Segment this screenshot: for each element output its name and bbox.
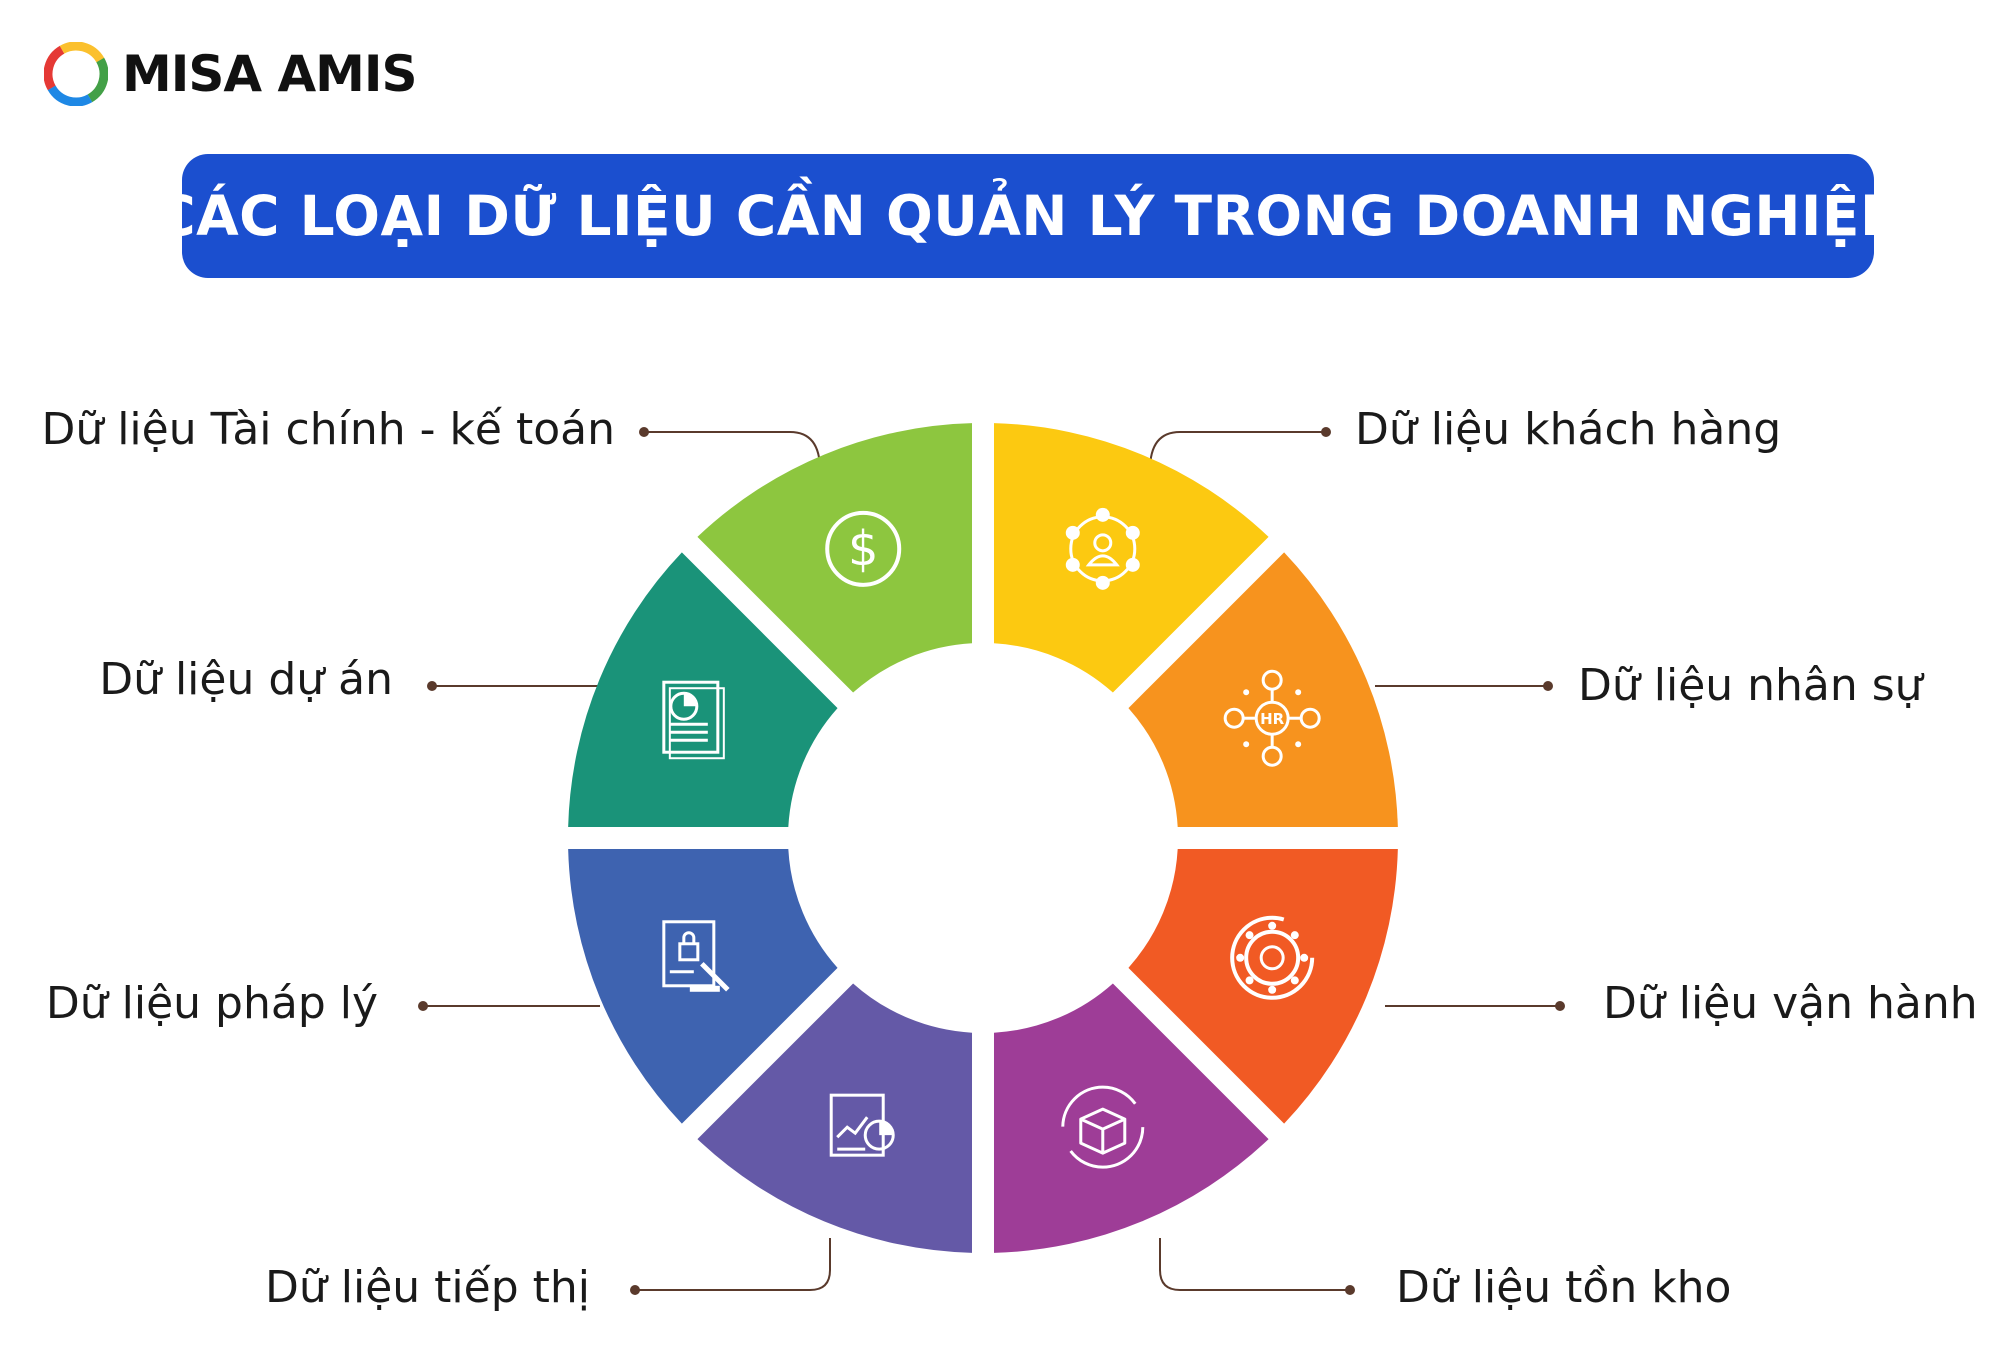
leader-dot bbox=[1321, 427, 1331, 437]
segment-label: Dữ liệu Tài chính - kế toán bbox=[41, 404, 615, 455]
gear-cycle-icon bbox=[1230, 915, 1315, 1000]
leader-dot bbox=[418, 1001, 428, 1011]
segment-icons: $ HR bbox=[662, 507, 1321, 1169]
page-title: CÁC LOẠI DỮ LIỆU CẦN QUẢN LÝ TRONG DOANH… bbox=[155, 184, 1901, 248]
customer-network-icon bbox=[1065, 507, 1140, 590]
leader-line bbox=[644, 431, 821, 471]
misa-logo-icon bbox=[44, 42, 108, 106]
svg-text:HR: HR bbox=[1260, 710, 1285, 728]
hr-network-icon: HR bbox=[1223, 669, 1321, 767]
segment-label: Dữ liệu tiếp thị bbox=[265, 1262, 590, 1313]
leader-line bbox=[635, 1238, 831, 1291]
wheel-segment bbox=[993, 423, 1269, 693]
segment-label: Dữ liệu pháp lý bbox=[45, 978, 378, 1029]
leader-dot bbox=[1345, 1285, 1355, 1295]
brand-name: MISA AMIS bbox=[122, 45, 418, 103]
leader-dot bbox=[630, 1285, 640, 1295]
inventory-box-icon bbox=[1061, 1085, 1145, 1169]
leader-dot bbox=[1555, 1001, 1565, 1011]
legal-document-icon bbox=[662, 920, 730, 992]
wheel-segment bbox=[568, 552, 838, 828]
dollar-icon: $ bbox=[825, 510, 902, 587]
wheel-segment bbox=[1128, 848, 1398, 1124]
project-report-icon bbox=[662, 680, 725, 760]
leader-line bbox=[1149, 431, 1326, 471]
wheel-segment bbox=[697, 983, 973, 1253]
wheel-segment bbox=[993, 983, 1269, 1253]
marketing-chart-icon bbox=[829, 1093, 895, 1157]
leader-dot bbox=[1543, 681, 1553, 691]
leader-line bbox=[1159, 1238, 1350, 1291]
wheel-segment bbox=[697, 423, 973, 693]
leader-dot bbox=[639, 427, 649, 437]
segment-label: Dữ liệu nhân sự bbox=[1578, 660, 1923, 711]
leader-dot bbox=[427, 681, 437, 691]
brand-logo: MISA AMIS bbox=[44, 42, 418, 106]
svg-text:$: $ bbox=[848, 521, 879, 577]
wheel-segment bbox=[1128, 552, 1398, 828]
title-banner: CÁC LOẠI DỮ LIỆU CẦN QUẢN LÝ TRONG DOANH… bbox=[155, 154, 1900, 278]
segment-label: Dữ liệu tồn kho bbox=[1396, 1262, 1732, 1313]
wheel-segments bbox=[568, 423, 1398, 1253]
segment-label: Dữ liệu dự án bbox=[99, 654, 393, 705]
segment-label: Dữ liệu khách hàng bbox=[1355, 404, 1782, 455]
segment-label: Dữ liệu vận hành bbox=[1603, 978, 1978, 1029]
